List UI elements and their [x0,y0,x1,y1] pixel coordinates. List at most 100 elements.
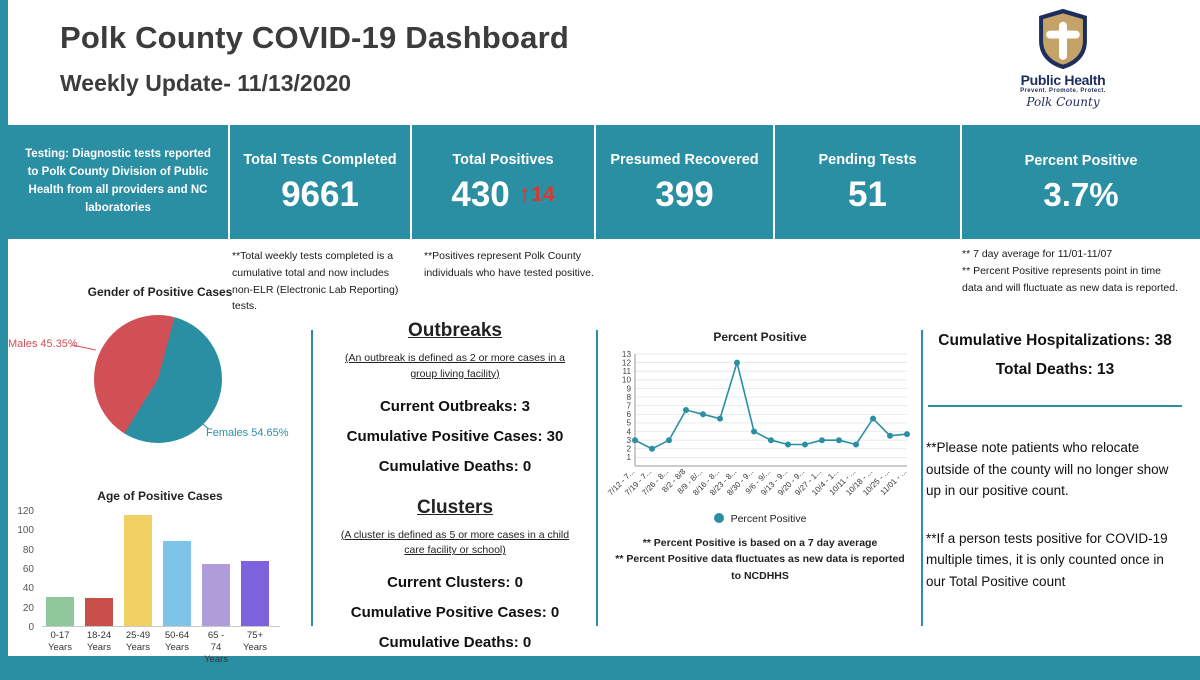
presumed-recovered-label: Presumed Recovered [610,152,759,168]
tests-footnote: **Total weekly tests completed is a cumu… [232,250,399,313]
age-bar-0 [46,597,74,626]
percent-positive-legend: Percent Positive [598,513,922,525]
age-axis-tick: 100 [17,525,34,537]
hospitalizations-line: Cumulative Hospitalizations: 38 [938,332,1172,349]
age-bar-label-4: 65 - 74 Years [204,630,228,665]
males-slice-label: Males 45.35% [8,338,78,350]
age-bar-1 [85,597,113,626]
total-positives-label: Total Positives [452,152,554,168]
svg-text:3: 3 [626,436,631,445]
svg-text:13: 13 [622,350,632,359]
line-chart-footnote-1: ** Percent Positive is based on a 7 day … [642,537,878,549]
total-positives-value: 430 [451,175,510,214]
percent-positive-column: Percent Positive 1 2 3 4 5 6 7 8 9 10 11 12 13 7/12 -… [598,330,922,584]
age-bar-4 [202,564,230,626]
demographics-column: Gender of Positive Cases Males 45.35% Fe… [8,285,312,665]
svg-text:9: 9 [626,384,631,393]
age-axis-tick: 120 [17,506,34,517]
age-axis-tick: 20 [22,602,34,614]
outbreaks-title: Outbreaks [408,320,502,341]
column-divider-3 [921,330,923,626]
clusters-title: Clusters [416,496,494,518]
percent-footnote-line-2: ** Percent Positive represents point in … [962,264,1178,294]
gender-pie-chart: Males 45.35% Females 54.65% [8,305,312,485]
summary-divider-line [928,405,1182,407]
age-bar-label-3: 50-64 Years [164,630,190,653]
page-subtitle: Weekly Update- 11/13/2020 [60,70,352,96]
stat-percent-positive: Percent Positive 3.7% [962,125,1200,239]
svg-text:12: 12 [622,358,632,367]
age-bar-label-5: 75+ Years [243,630,267,653]
outbreaks-current-line: Current Outbreaks: 3 [379,397,531,415]
age-chart-title: Age of Positive Cases [97,489,223,503]
females-slice-label: Females 54.65% [206,427,289,439]
svg-text:11: 11 [623,367,632,376]
left-edge-bar [0,0,8,680]
up-arrow-icon: ↑ [518,180,532,208]
age-bar-label-2: 25-49 Years [125,630,151,653]
logo-tagline: Prevent. Promote. Protect. [1020,88,1106,94]
summary-column: Cumulative Hospitalizations: 38 Total De… [926,332,1184,619]
svg-text:7: 7 [626,401,631,410]
svg-text:5: 5 [626,419,631,428]
age-bars-area: 0-17 Years 18-24 Years 25-49 Years 50-64 Years 6… [42,511,280,666]
pending-tests-label: Pending Tests [818,152,917,168]
total-tests-label: Total Tests Completed [243,152,397,168]
percent-footnote: ** 7 day average for 11/01-11/07 ** Perc… [962,246,1178,296]
clusters-deaths-line: Cumulative Deaths: 0 [378,634,532,651]
positives-footnote: **Positives represent Polk County indivi… [424,250,594,279]
deaths-line: Total Deaths: 13 [995,361,1115,378]
testing-intro-box: Testing: Diagnostic tests reported to Po… [8,125,230,239]
percent-positive-chart-title: Percent Positive [713,330,807,344]
gender-chart-title: Gender of Positive Cases [87,285,233,299]
testing-intro-text: Testing: Diagnostic tests reported to Po… [25,148,211,214]
page-title: Polk County COVID-19 Dashboard [60,20,569,55]
age-axis-tick: 40 [22,583,34,595]
age-bar-3 [163,540,191,626]
line-chart-footnote-2: ** Percent Positive data fluctuates as n… [615,553,905,582]
stat-total-tests: Total Tests Completed 9661 [230,125,412,239]
outbreaks-cases-line: Cumulative Positive Cases: 30 [346,427,564,445]
svg-text:4: 4 [626,427,631,436]
pending-tests-value: 51 [848,175,887,214]
logo-county: Polk County [1026,95,1100,109]
clusters-definition: (A cluster is defined as 5 or more cases… [340,528,570,557]
percent-positive-label: Percent Positive [1024,153,1138,169]
svg-text:1: 1 [626,453,631,462]
age-labels-row: 0-17 Years 18-24 Years 25-49 Years 50-64 Years 6… [42,627,280,666]
stat-total-positives: Total Positives 430 ↑ 14 [412,125,596,239]
age-bar-chart: 0 20 40 60 80 100 120 0-17 Years 18-24 Years 25-49… [8,506,312,665]
total-positives-value-row: 430 ↑ 14 [451,177,554,212]
age-bar-label-1: 18-24 Years [86,630,112,653]
age-bar-2 [124,514,152,626]
age-axis-tick: 80 [22,544,34,556]
bottom-edge-bar [0,656,1200,680]
percent-positive-value: 3.7% [1043,176,1119,213]
total-positives-delta-value: 14 [531,183,555,206]
total-tests-value: 9661 [281,175,359,214]
svg-text:6: 6 [626,410,631,419]
column-divider-2 [596,330,598,626]
public-health-logo: Public Health Prevent. Promote. Protect.… [996,8,1130,109]
clusters-current-line: Current Clusters: 0 [387,574,523,591]
presumed-recovered-value: 399 [655,175,714,214]
total-positives-delta: ↑ 14 [519,182,555,207]
svg-text:8: 8 [626,393,631,402]
age-axis-tick: 60 [22,564,34,575]
svg-text:2: 2 [626,445,631,454]
legend-label: Percent Positive [730,513,807,525]
outbreaks-definition: (An outbreak is defined as 2 or more cas… [344,352,566,380]
outbreaks-deaths-line: Cumulative Deaths: 0 [378,457,532,475]
relocate-note: **Please note patients who relocate outs… [926,440,1169,499]
percent-footnote-line-1: ** 7 day average for 11/01-11/07 [962,248,1113,260]
stat-presumed-recovered: Presumed Recovered 399 [596,125,775,239]
age-bars-row [42,511,280,627]
shield-icon [1039,8,1087,70]
retest-note: **If a person tests positive for COVID-1… [926,530,1168,589]
clusters-cases-line: Cumulative Positive Cases: 0 [350,604,560,621]
age-bar-5 [241,561,269,626]
outbreaks-clusters-column: Outbreaks (An outbreak is defined as 2 o… [314,320,596,664]
column-divider-1 [311,330,313,626]
